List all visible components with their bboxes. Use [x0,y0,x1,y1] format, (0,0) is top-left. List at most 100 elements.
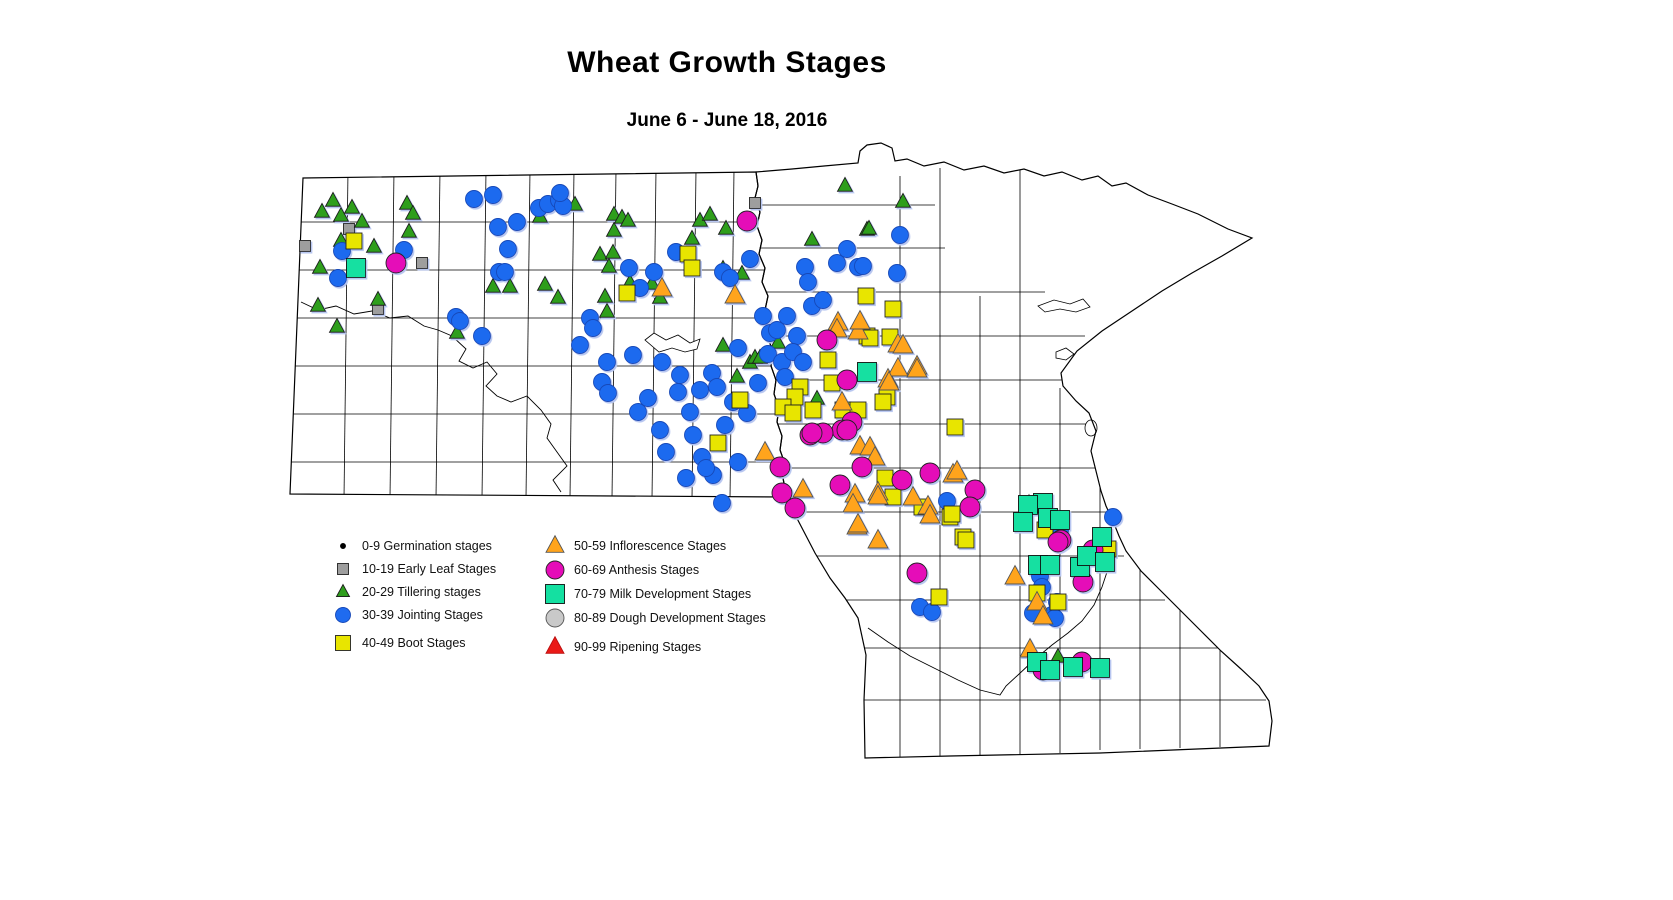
marker-tillering [313,202,331,218]
minnesota-shape [755,143,1272,758]
marker-jointing [484,186,502,204]
marker-inflorescence [867,484,889,505]
marker-anthesis [816,329,838,351]
marker-boot [819,351,837,369]
marker-jointing [888,264,906,282]
marker-tillering [803,230,821,246]
marker-tillering [549,288,567,304]
marker-jointing [768,321,786,339]
marker-jointing [828,254,846,272]
legend-item-label: 20-29 Tillering stages [362,584,481,599]
minnesota-outline [754,142,1273,759]
marker-boot [943,505,961,523]
germination-symbol-icon [328,534,358,558]
marker-tillering [591,245,609,261]
marker-jointing [729,339,747,357]
marker-inflorescence [906,357,928,378]
marker-boot [618,284,636,302]
marker-inflorescence [831,390,853,411]
anthesis-symbol-icon [540,558,570,582]
marker-jointing [671,366,689,384]
marker-anthesis [906,562,928,584]
marker-jointing [708,378,726,396]
legend-column-1: 0-9 Germination stages 10-19 Early Leaf S… [328,534,540,654]
marker-inflorescence [919,503,941,524]
marker-boot [884,300,902,318]
legend-item-label: 60-69 Anthesis Stages [574,563,700,577]
ripening-symbol-icon [540,635,570,659]
marker-milk [857,362,877,382]
marker-boot [857,287,875,305]
inflorescence-symbol-icon [540,534,570,558]
marker-anthesis [836,419,858,441]
marker-jointing [551,184,569,202]
legend-item-jointing: 30-39 Jointing Stages [328,603,540,626]
marker-tillering [894,192,912,208]
marker-tillering [484,277,502,293]
marker-tillering [400,222,418,238]
marker-tillering [860,219,878,235]
legend-item-dough: 80-89 Dough Development Stages [540,606,800,630]
marker-jointing [796,258,814,276]
marker-tillering [311,258,329,274]
marker-jointing [729,453,747,471]
marker-boot [1049,593,1067,611]
marker-early_leaf [299,240,311,252]
lake [1037,298,1091,313]
legend-item-ripening: 90-99 Ripening Stages [540,635,800,659]
marker-tillering [600,257,618,273]
marker-tillering [604,243,622,259]
marker-milk [1095,552,1115,572]
marker-jointing [598,353,616,371]
marker-jointing [329,269,347,287]
marker-jointing [599,384,617,402]
marker-jointing [788,327,806,345]
legend-item-label: 70-79 Milk Development Stages [574,587,752,601]
marker-tillering [343,198,361,214]
marker-tillering [728,367,746,383]
legend-item-label: 90-99 Ripening Stages [574,640,702,654]
marker-tillering [328,317,346,333]
marker-anthesis [959,496,981,518]
marker-milk [1050,510,1070,530]
marker-inflorescence [849,309,871,330]
marker-early_leaf [416,257,428,269]
marker-anthesis [829,474,851,496]
dough-symbol-icon [540,606,570,630]
marker-tillering [596,287,614,303]
marker-milk [346,258,366,278]
marker-boot [784,404,802,422]
marker-tillering [398,194,416,210]
marker-tillering [448,323,466,339]
legend: 0-9 Germination stages 10-19 Early Leaf S… [328,534,800,659]
marker-tillering [324,191,342,207]
marker-jointing [451,312,469,330]
marker-jointing [799,273,817,291]
marker-milk [1013,512,1033,532]
marker-inflorescence [847,512,869,533]
marker-tillering [598,302,616,318]
marker-tillering [309,296,327,312]
marker-tillering [619,211,637,227]
marker-jointing [923,603,941,621]
marker-inflorescence [1026,590,1048,611]
marker-jointing [759,345,777,363]
legend-item-label: 0-9 Germination stages [362,538,492,553]
legend-item-label: 50-59 Inflorescence Stages [574,539,727,553]
marker-jointing [838,240,856,258]
marker-anthesis [851,456,873,478]
legend-item-boot: 40-49 Boot Stages [328,631,540,654]
marker-jointing [584,319,602,337]
marker-inflorescence [651,276,673,297]
marker-jointing [716,416,734,434]
north-dakota-shape [290,172,787,497]
marker-jointing [629,403,647,421]
marker-jointing [749,374,767,392]
marker-tillering [605,221,623,237]
marker-boot [804,401,822,419]
legend-item-tillering: 20-29 Tillering stages [328,580,540,603]
jointing-symbol-icon [328,603,358,627]
marker-boot [683,259,701,277]
marker-jointing [684,426,702,444]
marker-inflorescence [946,459,968,480]
